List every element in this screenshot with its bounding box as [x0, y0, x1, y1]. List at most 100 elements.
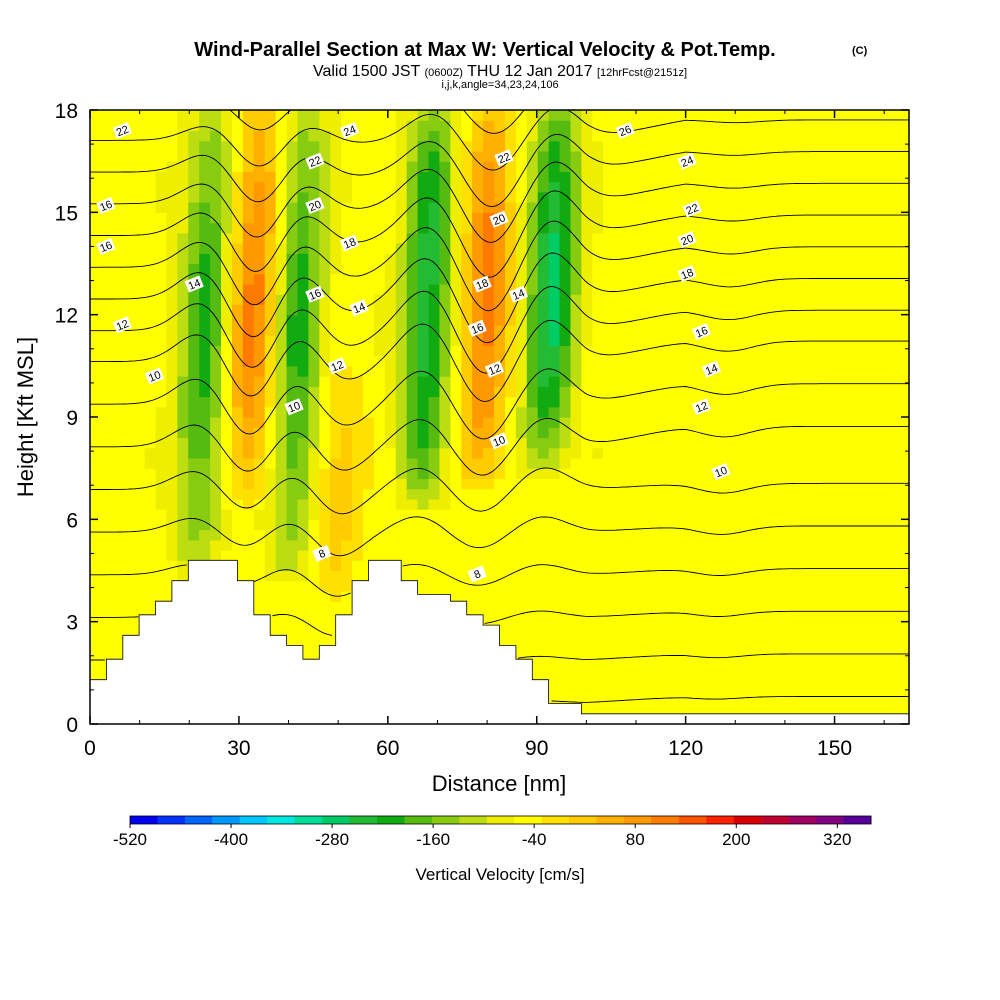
w-cell: [843, 662, 855, 674]
w-cell: [341, 283, 353, 295]
w-cell: [308, 232, 320, 244]
w-cell: [537, 273, 550, 285]
w-cell: [122, 376, 135, 387]
colorbar-swatch: [788, 816, 817, 824]
w-cell: [657, 560, 670, 572]
w-cell: [668, 283, 681, 295]
w-cell: [177, 417, 189, 428]
w-cell: [319, 181, 331, 193]
w-cell: [799, 171, 812, 183]
w-cell: [526, 519, 539, 531]
w-cell: [559, 386, 572, 398]
w-cell: [515, 621, 528, 633]
w-cell: [90, 519, 102, 531]
w-cell: [614, 539, 626, 551]
w-cell: [275, 273, 288, 285]
w-cell: [297, 519, 309, 531]
w-cell: [788, 621, 801, 633]
w-cell: [636, 478, 648, 490]
w-cell: [352, 509, 364, 520]
w-cell: [515, 570, 528, 582]
w-cell: [799, 683, 812, 694]
w-cell: [439, 202, 451, 213]
w-cell: [450, 529, 462, 541]
w-cell: [155, 212, 168, 224]
w-cell: [777, 601, 790, 613]
w-cell: [450, 232, 462, 244]
w-cell: [308, 590, 320, 602]
w-cell: [428, 191, 441, 203]
w-cell: [614, 550, 626, 561]
w-cell: [777, 140, 790, 152]
w-cell: [133, 498, 146, 510]
w-cell: [712, 672, 724, 684]
w-cell: [701, 642, 714, 653]
w-cell: [297, 427, 309, 439]
w-cell: [636, 335, 648, 346]
w-cell: [330, 294, 342, 306]
w-cell: [384, 263, 397, 275]
w-cell: [723, 601, 735, 613]
w-cell: [177, 181, 189, 193]
w-cell: [428, 212, 441, 224]
w-cell: [384, 376, 397, 387]
w-cell: [330, 447, 342, 459]
w-cell: [417, 468, 430, 479]
w-cell: [788, 150, 801, 162]
w-cell: [734, 232, 746, 244]
contour-label: 8: [312, 544, 332, 562]
w-cell: [297, 447, 309, 459]
w-cell: [668, 560, 681, 572]
w-cell: [122, 283, 135, 295]
w-cell: [177, 202, 189, 213]
w-cell: [494, 110, 506, 121]
w-cell: [636, 672, 648, 684]
theta-contour: [90, 610, 909, 636]
w-cell: [122, 253, 135, 265]
colorbar-swatch: [322, 816, 351, 824]
w-cell: [625, 519, 637, 531]
w-cell: [690, 437, 703, 449]
w-cell: [636, 447, 648, 459]
w-cell: [406, 335, 419, 346]
w-cell: [832, 580, 845, 592]
w-cell: [253, 396, 266, 408]
w-cell: [876, 539, 888, 551]
w-cell: [592, 171, 604, 183]
w-cell: [745, 611, 757, 623]
w-cell: [90, 273, 102, 285]
w-cell: [231, 161, 244, 172]
w-cell: [603, 110, 615, 121]
w-cell: [625, 488, 637, 500]
w-cell: [679, 539, 692, 551]
w-cell: [461, 550, 473, 561]
w-cell: [777, 652, 790, 664]
w-cell: [308, 427, 320, 439]
w-cell: [286, 570, 299, 582]
w-cell: [504, 376, 517, 387]
w-cell: [188, 304, 200, 316]
w-cell: [788, 672, 801, 684]
w-cell: [559, 253, 572, 265]
w-cell: [898, 621, 909, 633]
w-cell: [221, 283, 233, 295]
w-cell: [570, 406, 582, 418]
w-cell: [603, 703, 615, 715]
w-cell: [111, 150, 124, 162]
w-cell: [690, 191, 703, 203]
w-cell: [177, 243, 189, 254]
w-cell: [603, 457, 615, 469]
w-cell: [625, 560, 637, 572]
w-cell: [111, 386, 124, 398]
w-cell: [308, 498, 320, 510]
w-cell: [570, 457, 582, 469]
w-cell: [515, 263, 528, 275]
w-cell: [854, 447, 866, 459]
w-cell: [515, 120, 528, 132]
w-cell: [821, 478, 834, 490]
w-cell: [603, 191, 615, 203]
w-cell: [133, 406, 146, 418]
w-cell: [810, 324, 823, 336]
w-cell: [177, 150, 189, 162]
w-cell: [570, 243, 582, 254]
